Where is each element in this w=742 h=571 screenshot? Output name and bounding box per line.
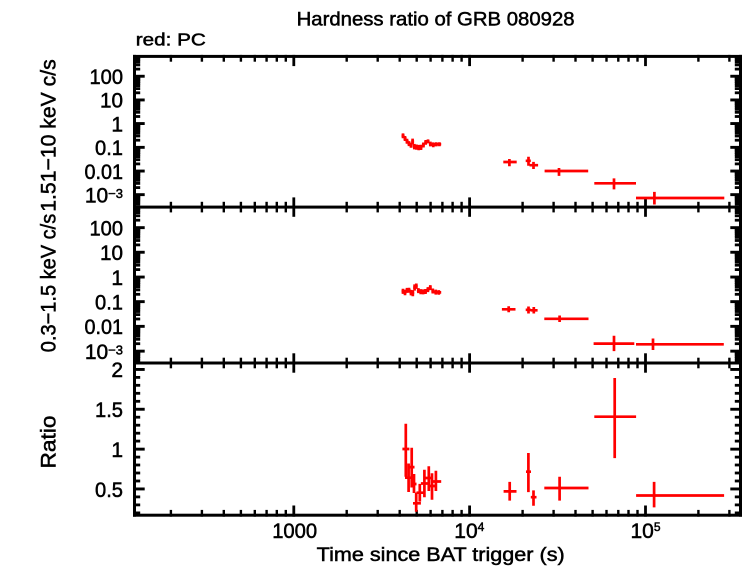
svg-text:Ratio: Ratio bbox=[37, 415, 61, 468]
svg-text:red: PC: red: PC bbox=[136, 30, 206, 50]
svg-text:1.51−10 keV c/s: 1.51−10 keV c/s bbox=[37, 59, 61, 212]
svg-text:Time since BAT trigger (s): Time since BAT trigger (s) bbox=[317, 544, 565, 566]
svg-text:10: 10 bbox=[100, 90, 123, 113]
svg-text:0.3−1.5 keV c/s: 0.3−1.5 keV c/s bbox=[37, 214, 61, 353]
svg-text:104: 104 bbox=[454, 520, 484, 543]
svg-text:0.01: 0.01 bbox=[85, 316, 124, 339]
svg-text:1000: 1000 bbox=[272, 520, 317, 543]
svg-text:1: 1 bbox=[111, 439, 123, 462]
svg-text:1.5: 1.5 bbox=[95, 399, 123, 422]
svg-text:1: 1 bbox=[111, 267, 123, 290]
svg-text:0.5: 0.5 bbox=[95, 479, 123, 502]
svg-text:10−3: 10−3 bbox=[85, 185, 123, 208]
svg-text:Hardness ratio of GRB 080928: Hardness ratio of GRB 080928 bbox=[297, 8, 575, 30]
svg-text:100: 100 bbox=[90, 217, 124, 240]
svg-text:1: 1 bbox=[111, 113, 123, 136]
svg-text:105: 105 bbox=[630, 520, 660, 543]
svg-text:10: 10 bbox=[100, 242, 123, 265]
svg-text:100: 100 bbox=[90, 66, 124, 89]
svg-text:0.01: 0.01 bbox=[85, 161, 124, 184]
svg-text:2: 2 bbox=[111, 359, 123, 382]
svg-text:0.1: 0.1 bbox=[95, 137, 123, 160]
svg-text:0.1: 0.1 bbox=[95, 292, 123, 315]
